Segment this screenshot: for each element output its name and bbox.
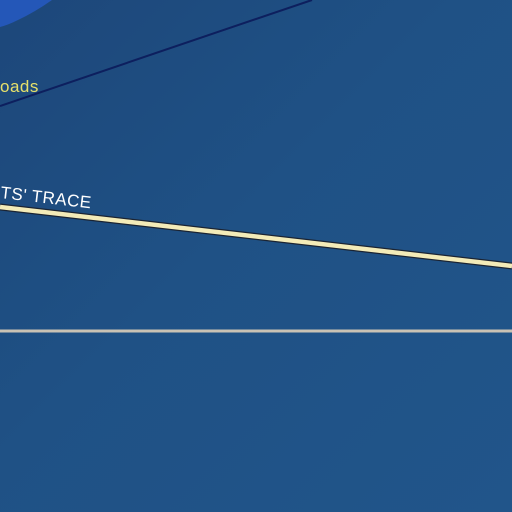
water-patch (0, 0, 52, 27)
road-label-partial: oads (0, 77, 39, 96)
road-dark-diagonal (0, 0, 313, 107)
trace-road[interactable] (0, 204, 512, 269)
